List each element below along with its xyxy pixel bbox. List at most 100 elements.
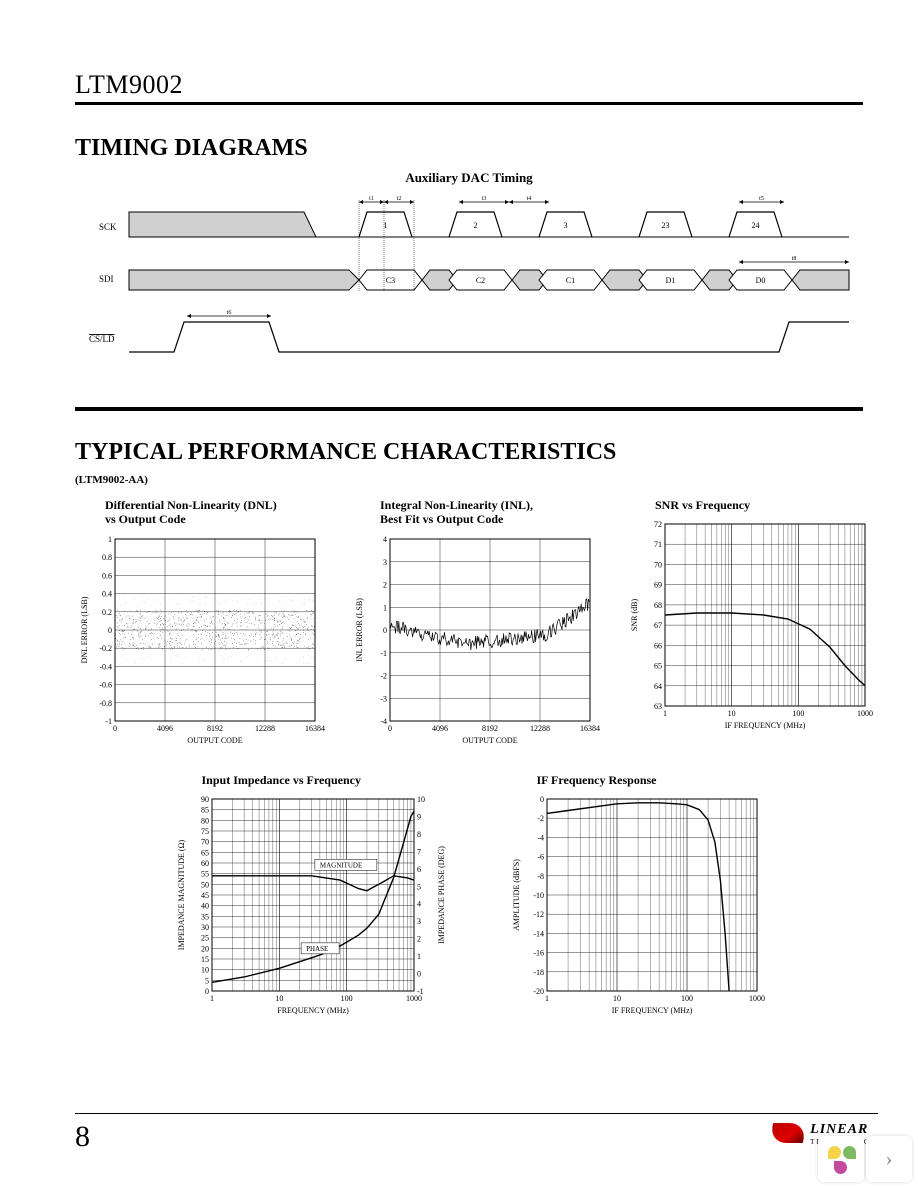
svg-text:30: 30 <box>201 923 209 932</box>
svg-text:-0.4: -0.4 <box>99 662 112 671</box>
svg-text:4096: 4096 <box>157 724 173 733</box>
svg-text:100: 100 <box>681 994 693 1003</box>
svg-text:-3: -3 <box>380 694 387 703</box>
svg-text:4096: 4096 <box>432 724 448 733</box>
svg-text:t3: t3 <box>482 196 487 202</box>
svg-text:25: 25 <box>201 934 209 943</box>
svg-text:72: 72 <box>654 520 662 529</box>
svg-text:7: 7 <box>417 848 421 857</box>
perf-section-title: TYPICAL PERFORMANCE CHARACTERISTICS <box>75 439 863 466</box>
svg-text:85: 85 <box>201 806 209 815</box>
svg-text:C2: C2 <box>476 276 485 285</box>
svg-text:OUTPUT CODE: OUTPUT CODE <box>187 736 242 745</box>
svg-text:9: 9 <box>417 813 421 822</box>
svg-text:0.6: 0.6 <box>102 571 112 580</box>
svg-text:-0.8: -0.8 <box>99 699 112 708</box>
timing-section-title: TIMING DIAGRAMS <box>75 135 863 162</box>
svg-text:10: 10 <box>417 795 425 804</box>
svg-text:55: 55 <box>201 870 209 879</box>
svg-text:67: 67 <box>654 622 662 631</box>
svg-text:t8: t8 <box>792 256 797 262</box>
dnl-chart-title: Differential Non-Linearity (DNL)vs Outpu… <box>75 498 325 527</box>
svg-text:-6: -6 <box>537 853 544 862</box>
page-footer: 8 LINEAR TECHNOLOGY <box>75 1113 878 1154</box>
svg-text:-20: -20 <box>533 987 544 996</box>
svg-text:AMPLITUDE (dBFS): AMPLITUDE (dBFS) <box>512 859 521 931</box>
svg-text:-0.2: -0.2 <box>99 644 112 653</box>
svg-text:-1: -1 <box>417 987 424 996</box>
svg-text:1000: 1000 <box>857 709 873 718</box>
inl-chart: -4-3-2-1012340409681921228816384OUTPUT C… <box>350 531 600 751</box>
svg-text:60: 60 <box>201 859 209 868</box>
svg-text:-12: -12 <box>533 910 544 919</box>
ifresp-chart: -20-18-16-14-12-10-8-6-4-201101001000IF … <box>507 791 767 1021</box>
svg-text:100: 100 <box>792 709 804 718</box>
svg-text:0.8: 0.8 <box>102 553 112 562</box>
svg-text:4: 4 <box>383 535 387 544</box>
svg-text:0: 0 <box>383 626 387 635</box>
svg-text:0: 0 <box>108 626 112 635</box>
svg-text:0: 0 <box>205 987 209 996</box>
svg-text:8: 8 <box>417 830 421 839</box>
svg-text:16384: 16384 <box>580 724 600 733</box>
svg-text:3: 3 <box>383 558 387 567</box>
sdi-label: SDI <box>99 274 114 284</box>
svg-text:D1: D1 <box>666 276 676 285</box>
svg-text:t1: t1 <box>369 196 374 202</box>
svg-text:-0.6: -0.6 <box>99 680 112 689</box>
svg-text:75: 75 <box>201 827 209 836</box>
svg-text:D0: D0 <box>756 276 766 285</box>
svg-text:0: 0 <box>113 724 117 733</box>
svg-text:50: 50 <box>201 881 209 890</box>
svg-text:1: 1 <box>108 535 112 544</box>
svg-text:-16: -16 <box>533 949 544 958</box>
svg-text:1: 1 <box>383 603 387 612</box>
svg-text:40: 40 <box>201 902 209 911</box>
svg-text:1: 1 <box>210 994 214 1003</box>
logo-text: LINEAR <box>810 1122 868 1137</box>
svg-text:t5: t5 <box>759 196 764 202</box>
svg-text:8192: 8192 <box>207 724 223 733</box>
svg-text:35: 35 <box>201 913 209 922</box>
svg-text:OUTPUT CODE: OUTPUT CODE <box>462 736 517 745</box>
viewer-pager: › <box>818 1136 912 1182</box>
svg-text:4: 4 <box>417 900 421 909</box>
svg-text:2: 2 <box>474 221 478 230</box>
svg-text:5: 5 <box>417 882 421 891</box>
svg-text:2: 2 <box>383 580 387 589</box>
svg-text:MAGNITUDE: MAGNITUDE <box>319 861 361 869</box>
sck-label: SCK <box>99 222 117 232</box>
svg-text:15: 15 <box>201 955 209 964</box>
svg-text:-1: -1 <box>105 717 112 726</box>
svg-text:t2: t2 <box>397 196 402 202</box>
svg-text:t6: t6 <box>227 310 232 316</box>
svg-text:10: 10 <box>275 994 283 1003</box>
svg-text:0.2: 0.2 <box>102 608 112 617</box>
viewer-app-icon[interactable] <box>818 1136 864 1182</box>
logo-swoosh-icon <box>767 1123 809 1143</box>
svg-text:70: 70 <box>654 561 662 570</box>
svg-text:PHASE: PHASE <box>306 945 328 953</box>
svg-text:2: 2 <box>417 935 421 944</box>
svg-text:IF FREQUENCY (MHz): IF FREQUENCY (MHz) <box>611 1006 692 1015</box>
svg-text:66: 66 <box>654 642 662 651</box>
impedance-chart-title: Input Impedance vs Frequency <box>172 773 452 787</box>
svg-text:100: 100 <box>340 994 352 1003</box>
svg-text:1: 1 <box>663 709 667 718</box>
part-number-header: LTM9002 <box>75 70 863 105</box>
inl-chart-title: Integral Non-Linearity (INL),Best Fit vs… <box>350 498 600 527</box>
svg-text:DNL ERROR (LSB): DNL ERROR (LSB) <box>80 596 89 663</box>
svg-text:3: 3 <box>564 221 568 230</box>
svg-text:1000: 1000 <box>749 994 765 1003</box>
svg-text:-4: -4 <box>380 717 387 726</box>
svg-text:64: 64 <box>654 682 662 691</box>
svg-text:10: 10 <box>201 966 209 975</box>
next-page-button[interactable]: › <box>866 1136 912 1182</box>
svg-text:3: 3 <box>417 917 421 926</box>
svg-text:68: 68 <box>654 601 662 610</box>
svg-text:t4: t4 <box>527 196 532 202</box>
svg-text:12288: 12288 <box>530 724 550 733</box>
svg-text:-4: -4 <box>537 834 544 843</box>
snr-chart: 636465666768697071721101001000IF FREQUEN… <box>625 516 875 736</box>
svg-text:-2: -2 <box>537 814 544 823</box>
